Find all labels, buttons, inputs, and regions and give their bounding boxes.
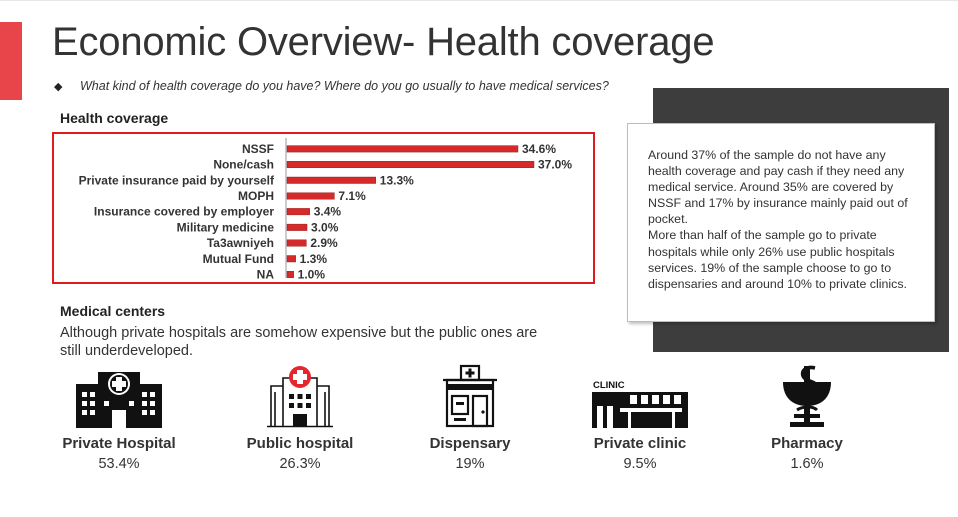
value-label: 2.9% [310, 236, 338, 250]
category-label: MOPH [238, 189, 274, 203]
private-clinic-icon: CLINIC [592, 380, 688, 428]
value-label: 1.3% [300, 252, 328, 266]
center-public-hospital: Public hospital 26.3% [215, 362, 385, 472]
category-label: NSSF [242, 142, 274, 156]
value-label: 1.0% [298, 267, 326, 281]
dispensary-icon [443, 364, 497, 428]
value-label: 3.0% [311, 220, 339, 234]
center-pharmacy: Pharmacy 1.6% [722, 362, 892, 472]
center-label: Private Hospital [62, 435, 176, 452]
center-value: 19% [455, 456, 485, 472]
center-label: Pharmacy [771, 435, 843, 452]
clinic-sign-text: CLINIC [593, 380, 625, 391]
pharmacy-icon [783, 365, 831, 427]
bar [286, 270, 294, 278]
category-label: Military medicine [177, 220, 275, 234]
note-paragraph-2: More than half of the sample go to priva… [648, 228, 907, 291]
center-value: 1.6% [790, 456, 824, 472]
medical-centers-heading: Medical centers [60, 303, 166, 319]
bar [286, 208, 310, 216]
bullet-icon: ◆ [54, 81, 63, 93]
accent-bar [0, 22, 22, 100]
health-coverage-chart-svg: NSSF 34.6% None/cash 37.0% Private insurance… [79, 138, 572, 281]
public-hospital-icon [267, 366, 333, 428]
bar [286, 145, 519, 153]
value-label: 13.3% [380, 173, 414, 187]
value-label: 37.0% [538, 158, 572, 172]
center-value: 53.4% [98, 456, 140, 472]
value-label: 34.6% [522, 142, 556, 156]
category-label: Ta3awniyeh [207, 236, 274, 250]
center-value: 26.3% [279, 456, 321, 472]
center-private-hospital: Private Hospital 53.4% [34, 362, 204, 472]
category-label: NA [257, 267, 275, 281]
category-label: None/cash [213, 158, 274, 172]
summary-note: Around 37% of the sample do not have any… [627, 123, 935, 322]
bar [286, 255, 296, 263]
category-label: Insurance covered by employer [94, 205, 274, 219]
survey-question: What kind of health coverage do you have… [80, 79, 609, 93]
value-label: 3.4% [314, 205, 342, 219]
bar [286, 239, 307, 247]
bar [286, 192, 335, 200]
value-label: 7.1% [338, 189, 366, 203]
bar [286, 161, 535, 168]
bar [286, 176, 376, 184]
center-dispensary: Dispensary 19% [385, 362, 555, 472]
private-hospital-icon [76, 372, 162, 428]
center-label: Private clinic [593, 435, 687, 452]
center-private-clinic: CLINIC Private clinic 9.5% [555, 362, 725, 472]
category-label: Private insurance paid by yourself [79, 173, 275, 187]
top-divider [0, 0, 958, 1]
category-label: Mutual Fund [203, 252, 274, 266]
note-paragraph-1: Around 37% of the sample do not have any… [648, 148, 908, 227]
center-label: Public hospital [246, 435, 354, 452]
health-coverage-heading: Health coverage [60, 110, 169, 126]
medical-centers-description: Although private hospitals are somehow e… [60, 325, 538, 359]
center-value: 9.5% [623, 456, 657, 472]
page-title: Economic Overview- Health coverage [52, 20, 715, 64]
center-label: Dispensary [429, 435, 511, 452]
bar [286, 223, 308, 231]
health-coverage-chart: NSSF 34.6% None/cash 37.0% Private insurance… [52, 132, 595, 284]
